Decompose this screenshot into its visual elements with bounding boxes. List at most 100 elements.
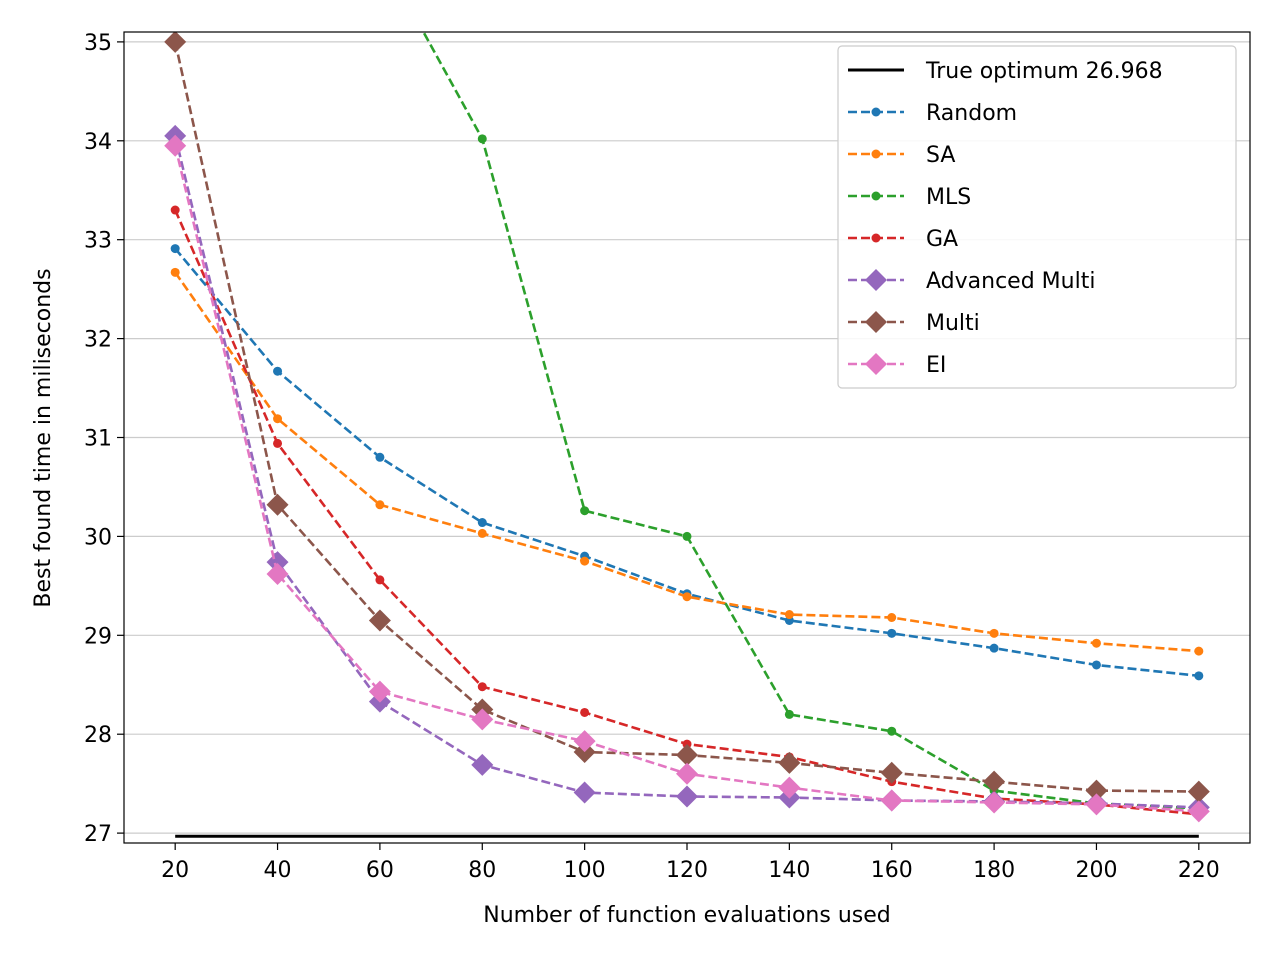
data-point-random: [170, 244, 180, 254]
legend-marker-advanced-multi: [865, 269, 887, 291]
y-axis-ticks: 27 28 29 30 31 32 33 34 35: [84, 31, 124, 847]
x-tick-label: 60: [366, 858, 394, 883]
data-point-sa: [477, 528, 487, 538]
data-point-random: [1194, 671, 1204, 681]
data-point-ga: [375, 575, 385, 585]
y-tick-label: 35: [84, 31, 112, 56]
y-tick-label: 32: [84, 328, 112, 353]
legend-label-ga: GA: [926, 227, 958, 252]
x-tick-label: 140: [768, 858, 810, 883]
legend-marker-ga: [871, 233, 881, 243]
data-point-sa: [784, 610, 794, 620]
x-tick-label: 160: [871, 858, 913, 883]
legend-entry-true-optimum: True optimum 26.968: [848, 59, 1163, 84]
legend-entry-random: Random: [848, 101, 1017, 126]
data-point-multi: [368, 609, 391, 632]
data-point-sa: [1091, 638, 1101, 648]
x-tick-label: 120: [666, 858, 708, 883]
data-point-ei: [676, 762, 698, 785]
data-point-random: [1091, 660, 1101, 670]
series-line-sa: [174, 271, 1199, 653]
legend-label-mls: MLS: [926, 185, 971, 210]
legend-marker-multi: [865, 311, 887, 333]
x-axis-ticks: 20 40 60 80 100 120 140 160 180 200 220: [161, 843, 1220, 883]
x-tick-label: 20: [161, 858, 189, 883]
data-point-random: [273, 366, 283, 376]
data-point-multi: [1187, 780, 1210, 803]
data-point-ga: [580, 707, 590, 717]
data-point-multi: [983, 770, 1006, 793]
data-point-ei: [573, 730, 596, 753]
y-tick-label: 27: [84, 822, 112, 847]
data-point-ga: [477, 682, 487, 692]
legend-entry-ga: GA: [848, 227, 958, 252]
x-tick-label: 80: [468, 858, 496, 883]
series-layer: [164, 32, 1210, 823]
data-point-random: [887, 628, 897, 638]
data-point-ei: [778, 776, 801, 799]
legend-marker-mls: [871, 191, 881, 201]
legend: True optimum 26.968 Random SA MLS GA Advanced…: [837, 45, 1237, 389]
data-point-mls: [682, 531, 692, 541]
data-point-ei: [880, 789, 903, 812]
data-point-multi: [676, 743, 698, 766]
data-point-ei: [164, 134, 187, 157]
x-axis-label: Number of function evaluations used: [483, 903, 891, 928]
y-tick-label: 30: [84, 525, 112, 550]
data-point-multi: [880, 761, 903, 784]
data-point-sa: [1194, 646, 1204, 656]
data-point-ei: [983, 791, 1006, 814]
data-point-advanced-multi: [676, 785, 698, 808]
data-point-ga: [273, 438, 283, 448]
data-point-mls: [477, 134, 487, 144]
y-tick-label: 34: [84, 130, 112, 155]
data-point-random: [989, 643, 999, 653]
data-point-mls: [784, 709, 794, 719]
legend-label-ei: EI: [926, 353, 946, 378]
x-tick-label: 220: [1178, 858, 1220, 883]
series-sa: [170, 267, 1204, 656]
legend-entry-sa: SA: [848, 143, 955, 168]
data-point-sa: [580, 556, 590, 566]
x-tick-label: 200: [1075, 858, 1117, 883]
data-point-sa: [682, 592, 692, 602]
data-point-mls: [887, 726, 897, 736]
data-point-ei: [1187, 800, 1210, 823]
legend-label-multi: Multi: [926, 311, 980, 336]
data-point-advanced-multi: [471, 753, 494, 776]
data-point-ga: [170, 205, 180, 215]
data-point-random: [375, 452, 385, 462]
x-tick-label: 40: [264, 858, 292, 883]
data-point-sa: [375, 500, 385, 510]
data-point-sa: [273, 414, 283, 424]
data-point-advanced-multi: [573, 781, 596, 804]
y-tick-label: 29: [84, 624, 112, 649]
data-point-sa: [989, 628, 999, 638]
legend-marker-random: [871, 107, 881, 117]
data-point-mls: [580, 506, 590, 516]
data-point-multi: [266, 493, 289, 516]
data-point-sa: [887, 613, 897, 623]
legend-label-advanced-multi: Advanced Multi: [926, 269, 1095, 294]
legend-entry-ei: EI: [848, 353, 946, 378]
y-tick-label: 31: [84, 427, 112, 452]
x-tick-label: 180: [973, 858, 1015, 883]
data-point-ei: [1085, 793, 1108, 816]
data-point-sa: [170, 267, 180, 277]
data-point-multi: [778, 751, 801, 774]
legend-label-sa: SA: [926, 143, 955, 168]
legend-label-random: Random: [926, 101, 1017, 126]
data-point-ei: [368, 680, 391, 703]
y-axis-label: Best found time in miliseconds: [31, 268, 56, 607]
legend-entry-multi: Multi: [848, 311, 980, 336]
legend-entry-mls: MLS: [848, 185, 971, 210]
x-tick-label: 100: [564, 858, 606, 883]
data-point-multi: [1085, 779, 1108, 802]
y-tick-label: 28: [84, 723, 112, 748]
data-point-ei: [471, 708, 494, 731]
legend-marker-sa: [871, 149, 881, 159]
data-point-advanced-multi: [266, 551, 289, 574]
data-point-multi: [164, 32, 187, 53]
legend-marker-ei: [865, 353, 887, 375]
